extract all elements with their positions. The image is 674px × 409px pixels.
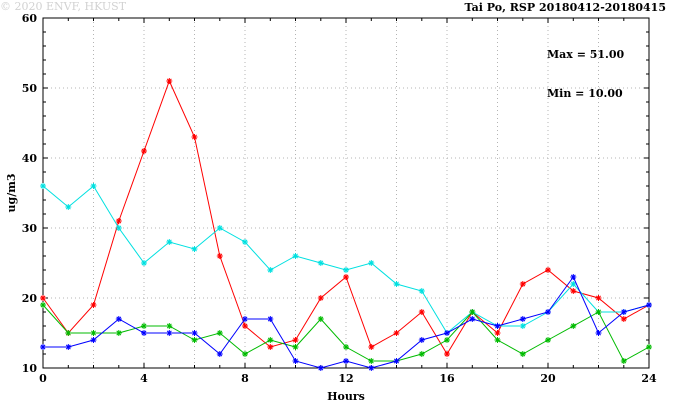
y-tick-label: 50 xyxy=(22,82,38,95)
series-markers-green xyxy=(40,302,652,364)
min-annotation: Min = 10.00 xyxy=(547,87,623,100)
series-markers-blue xyxy=(40,274,652,371)
x-tick-label: 8 xyxy=(241,372,249,385)
y-axis-label: ug/m3 xyxy=(5,173,18,213)
x-tick-label: 12 xyxy=(338,372,353,385)
x-tick-label: 24 xyxy=(641,372,657,385)
max-min-annotation: Max = 51.00 Min = 10.00 xyxy=(547,22,624,126)
y-tick-label: 10 xyxy=(22,362,38,375)
x-tick-label: 4 xyxy=(140,372,148,385)
plot-border xyxy=(42,17,650,369)
x-tick-label: 16 xyxy=(439,372,455,385)
x-tick-label: 0 xyxy=(39,372,47,385)
x-axis-label: Hours xyxy=(327,390,365,403)
series-line-green xyxy=(42,304,650,362)
watermark: © 2020 ENVF, HKUST xyxy=(0,0,127,13)
y-tick-label: 40 xyxy=(22,152,38,165)
y-tick-label: 30 xyxy=(22,222,38,235)
series-markers-red xyxy=(40,78,652,357)
y-tick-label: 60 xyxy=(22,12,38,25)
series-markers-cyan xyxy=(40,183,652,336)
max-annotation: Max = 51.00 xyxy=(547,48,625,61)
y-tick-label: 20 xyxy=(22,292,38,305)
x-tick-label: 20 xyxy=(540,372,556,385)
chart-title: Tai Po, RSP 20180412-20180415 xyxy=(464,1,666,14)
